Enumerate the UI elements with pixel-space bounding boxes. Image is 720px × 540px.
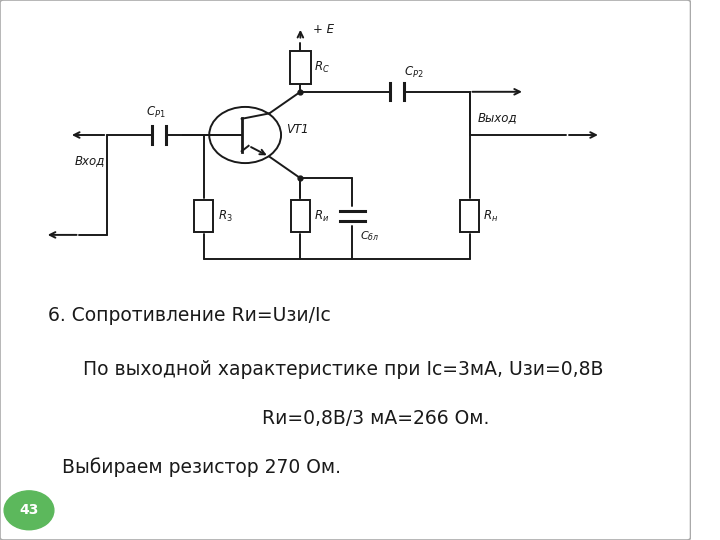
Text: Rи=0,8В/3 мА=266 Ом.: Rи=0,8В/3 мА=266 Ом. xyxy=(262,409,490,428)
Text: Выход: Выход xyxy=(477,111,517,124)
Text: Выбираем резистор 270 Ом.: Выбираем резистор 270 Ом. xyxy=(62,457,341,477)
Text: По выходной характеристике при Ic=3мА, Uзи=0,8В: По выходной характеристике при Ic=3мА, U… xyxy=(83,360,603,380)
Text: $R_C$: $R_C$ xyxy=(314,60,330,75)
Text: VT1: VT1 xyxy=(287,123,309,136)
Bar xyxy=(460,200,480,232)
Bar xyxy=(291,200,310,232)
Text: $R_н$: $R_н$ xyxy=(483,208,499,224)
Circle shape xyxy=(4,491,54,530)
Text: + E: + E xyxy=(312,23,334,36)
Text: 6. Сопротивление Rи=Uзи/Ic: 6. Сопротивление Rи=Uзи/Ic xyxy=(48,306,331,326)
Text: Вход: Вход xyxy=(75,154,105,167)
Bar xyxy=(194,200,213,232)
Text: 43: 43 xyxy=(19,503,39,517)
Text: $C_{P1}$: $C_{P1}$ xyxy=(145,105,165,120)
Text: $R_3$: $R_3$ xyxy=(217,208,233,224)
Bar xyxy=(290,51,311,84)
Text: $C_{P2}$: $C_{P2}$ xyxy=(404,65,423,80)
Text: $R_и$: $R_и$ xyxy=(314,208,330,224)
Text: $C_{бл}$: $C_{бл}$ xyxy=(361,230,379,244)
FancyBboxPatch shape xyxy=(0,0,690,540)
